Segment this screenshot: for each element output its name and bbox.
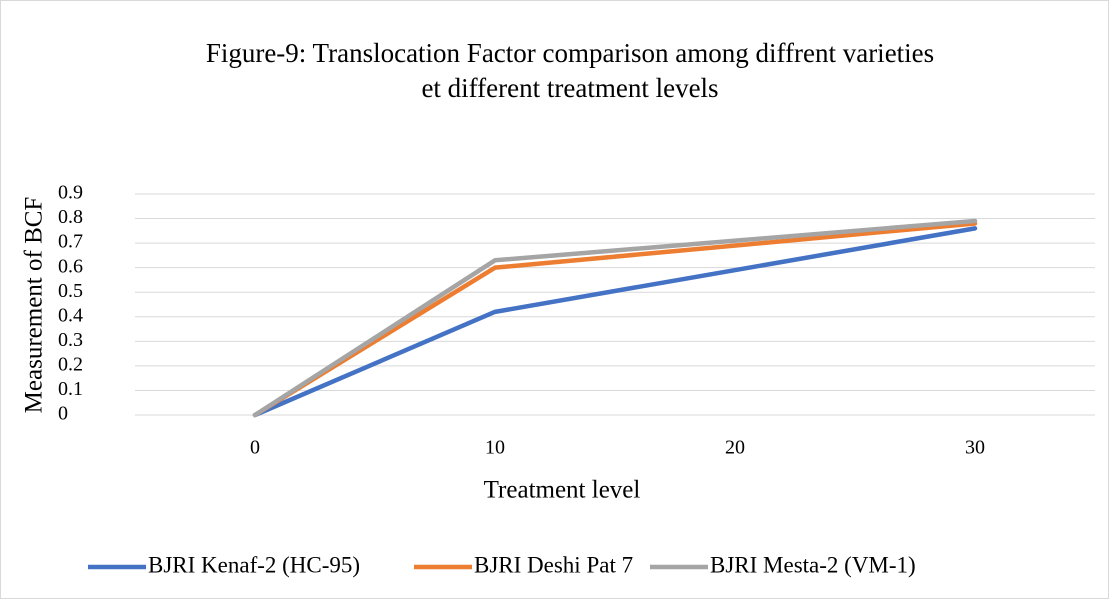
x-tick-label: 10: [485, 437, 505, 459]
x-tick-label: 30: [965, 437, 985, 459]
legend-text: BJRI Mesta-2 (VM-1): [710, 552, 916, 577]
y-tick-label: 0.3: [58, 329, 83, 351]
y-tick-label: 0.5: [58, 280, 83, 302]
y-tick-label: 0.8: [58, 206, 83, 228]
y-tick-label: 0.4: [58, 304, 83, 326]
series-line: [252, 218, 978, 418]
y-tick-label: 0.9: [58, 182, 83, 204]
y-axis-title: Measurement of BCF: [21, 197, 48, 414]
y-tick-label: 0.6: [58, 255, 83, 277]
x-tick-label: 0: [250, 437, 260, 459]
series-line: [252, 226, 978, 418]
y-tick-label: 0.2: [58, 353, 83, 375]
y-tick-label: 0.1: [58, 378, 83, 400]
y-tick-label: 0: [58, 403, 68, 425]
y-tick-label: 0.7: [58, 231, 83, 253]
legend-text: BJRI Deshi Pat 7: [474, 552, 633, 577]
chart-title: Figure-9: Translocation Factor compariso…: [206, 38, 934, 68]
legend-text: BJRI Kenaf-2 (HC-95): [148, 552, 360, 577]
chart-title: et different treatment levels: [421, 73, 718, 103]
x-tick-label: 20: [725, 437, 745, 459]
x-axis-title: Treatment level: [484, 477, 641, 504]
